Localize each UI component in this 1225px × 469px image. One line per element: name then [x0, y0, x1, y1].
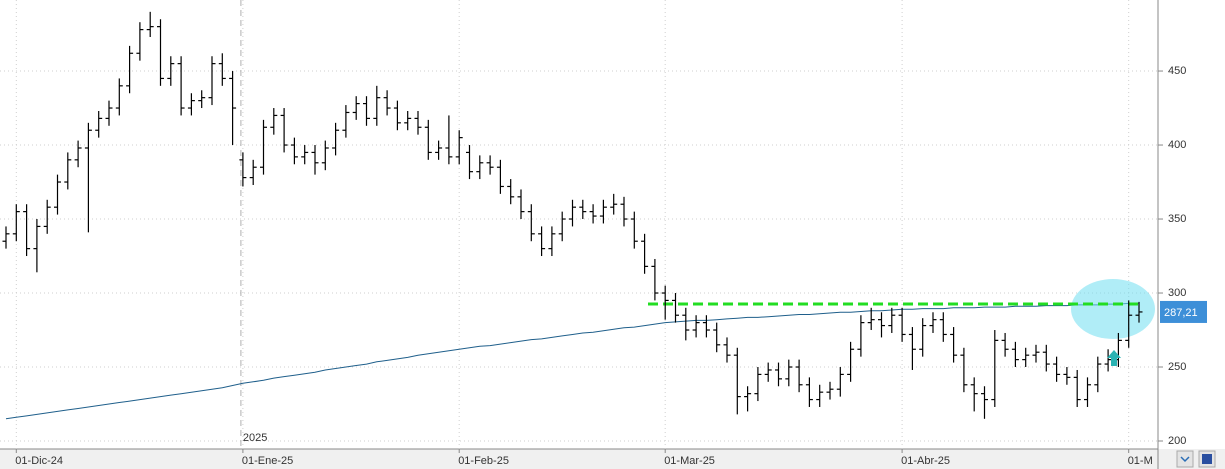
year-annotation: 2025: [243, 432, 267, 444]
tool-icon: [1180, 456, 1190, 463]
x-tick-label: 01-Dic-24: [15, 455, 63, 467]
x-tick-label: 01-Abr-25: [901, 455, 950, 467]
y-tick-label: 350: [1168, 213, 1186, 225]
arrow: [1107, 350, 1121, 366]
tool-button[interactable]: [1176, 450, 1194, 468]
y-tick-label: 500: [1168, 0, 1186, 3]
x-tick-label: 01-M: [1128, 455, 1153, 467]
y-tick-label: 400: [1168, 139, 1186, 151]
last-price-box: [1160, 300, 1207, 323]
moving-average-line: [5, 302, 1139, 420]
last-price-label: 287,21: [1164, 307, 1198, 319]
x-tick-label: 01-Ene-25: [242, 455, 293, 467]
y-tick-label: 450: [1168, 65, 1186, 77]
toolbar: [1176, 450, 1216, 468]
y-tick-label: 200: [1168, 435, 1186, 447]
y-tick-label: 300: [1168, 287, 1186, 299]
x-axis-band: [0, 449, 1225, 469]
highlight: [1071, 279, 1155, 339]
x-tick-label: 01-Feb-25: [458, 455, 509, 467]
y-tick-label: 250: [1168, 361, 1186, 373]
save-icon: [1202, 454, 1212, 464]
x-tick-label: 01-Mar-25: [664, 455, 715, 467]
